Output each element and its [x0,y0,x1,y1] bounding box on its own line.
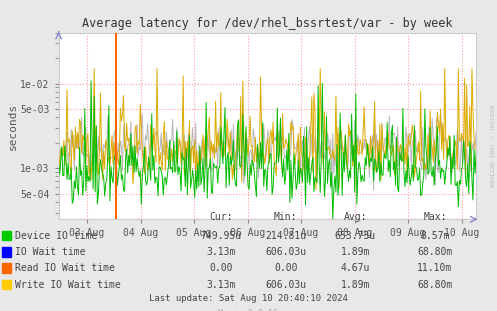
Text: 8.57m: 8.57m [420,231,450,241]
Text: 4.67u: 4.67u [340,263,370,273]
Text: 1.89m: 1.89m [340,247,370,257]
Text: 11.10m: 11.10m [417,263,452,273]
Text: Device IO time: Device IO time [15,231,97,241]
Y-axis label: seconds: seconds [7,102,17,150]
Text: Write IO Wait time: Write IO Wait time [15,280,121,290]
Text: 606.03u: 606.03u [265,280,306,290]
Text: RRDTOOL / TOBI OETIKER: RRDTOOL / TOBI OETIKER [489,105,494,188]
Text: 606.03u: 606.03u [265,247,306,257]
Text: 3.13m: 3.13m [206,280,236,290]
Text: 0.00: 0.00 [209,263,233,273]
Text: Last update: Sat Aug 10 20:40:10 2024: Last update: Sat Aug 10 20:40:10 2024 [149,294,348,303]
Title: Average latency for /dev/rhel_bssrtest/var - by week: Average latency for /dev/rhel_bssrtest/v… [82,17,453,30]
Text: 1.89m: 1.89m [340,280,370,290]
Text: IO Wait time: IO Wait time [15,247,85,257]
Text: 214.81u: 214.81u [265,231,306,241]
Text: 68.80m: 68.80m [417,247,452,257]
Text: 0.00: 0.00 [274,263,298,273]
Text: 653.73u: 653.73u [335,231,376,241]
Text: Avg:: Avg: [343,212,367,222]
Text: Cur:: Cur: [209,212,233,222]
Text: 749.95u: 749.95u [201,231,242,241]
Text: Max:: Max: [423,212,447,222]
Text: Min:: Min: [274,212,298,222]
Text: 3.13m: 3.13m [206,247,236,257]
Text: Read IO Wait time: Read IO Wait time [15,263,115,273]
Text: 68.80m: 68.80m [417,280,452,290]
Text: Munin 2.0.56: Munin 2.0.56 [219,309,278,311]
